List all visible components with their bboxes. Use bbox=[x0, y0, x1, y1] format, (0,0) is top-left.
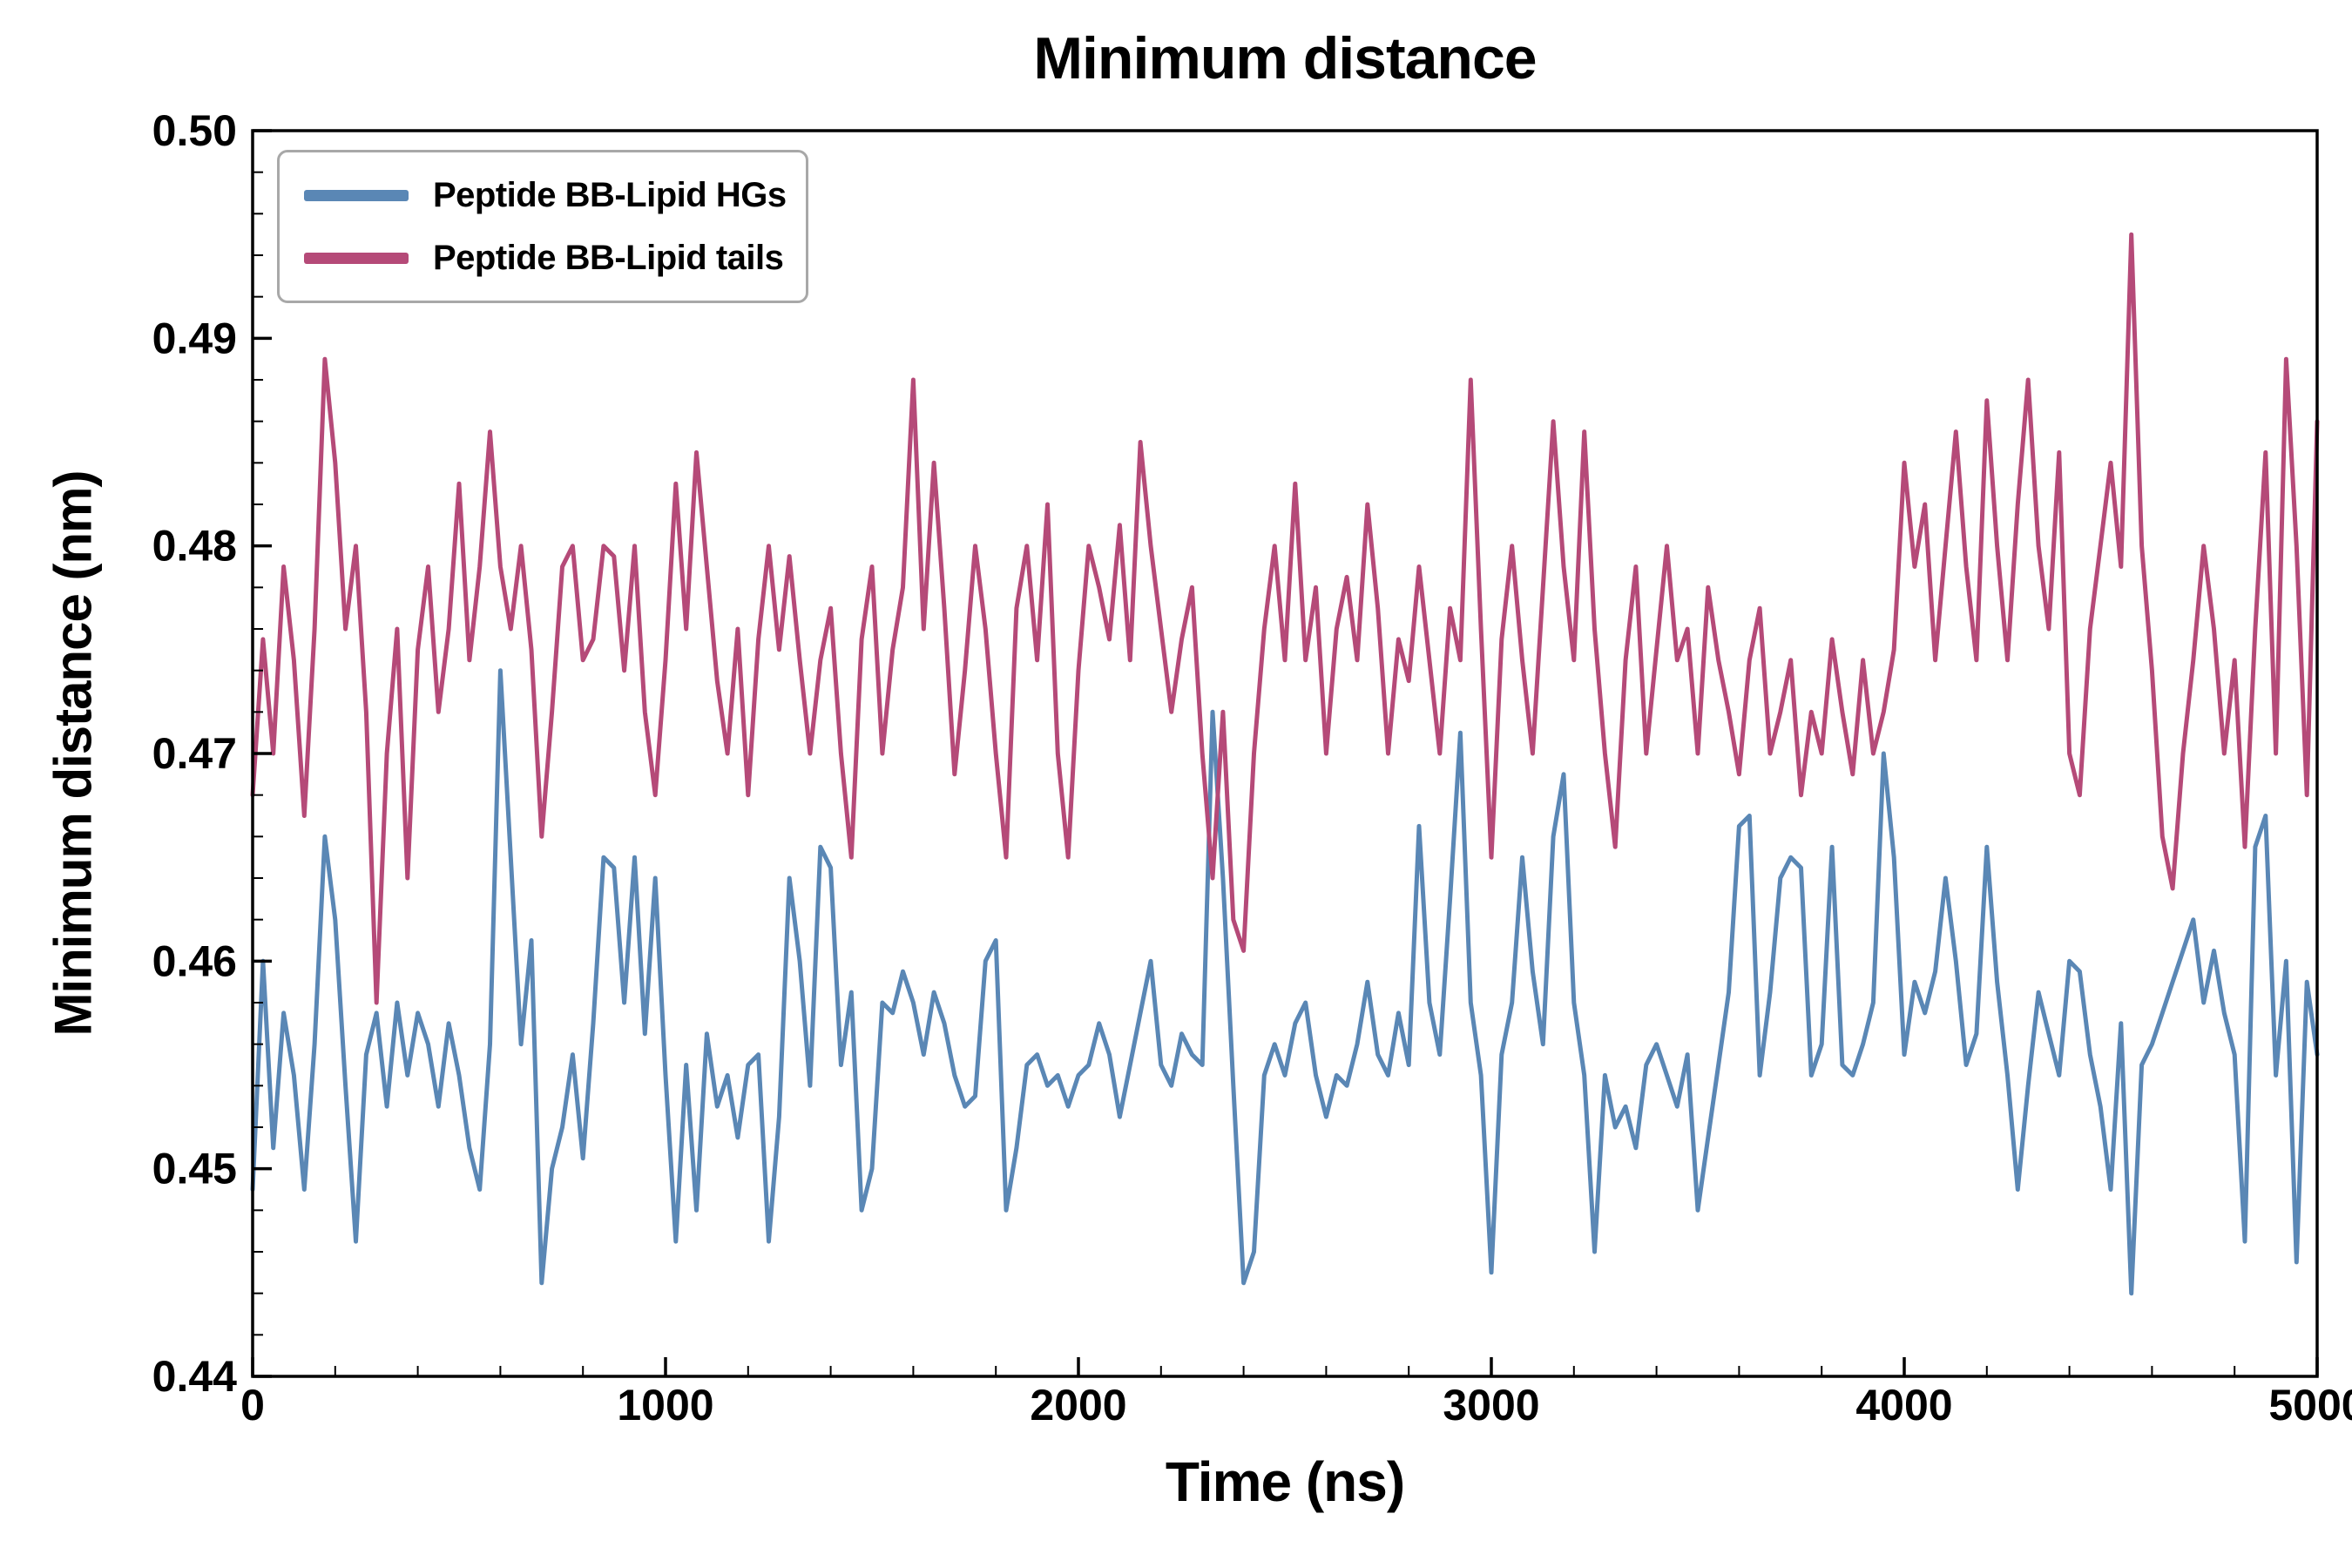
legend-label: Peptide BB-Lipid tails bbox=[433, 238, 784, 277]
svg-text:0.44: 0.44 bbox=[152, 1352, 238, 1401]
legend: Peptide BB-Lipid HGs Peptide BB-Lipid ta… bbox=[277, 150, 808, 303]
legend-line-swatch-blue bbox=[304, 189, 409, 201]
svg-text:3000: 3000 bbox=[1443, 1381, 1539, 1429]
svg-text:2000: 2000 bbox=[1030, 1381, 1126, 1429]
svg-text:5000: 5000 bbox=[2268, 1381, 2352, 1429]
svg-text:0.49: 0.49 bbox=[152, 314, 237, 362]
legend-label: Peptide BB-Lipid HGs bbox=[433, 175, 787, 214]
svg-text:4000: 4000 bbox=[1855, 1381, 1952, 1429]
x-axis-label: Time (ns) bbox=[1165, 1450, 1405, 1513]
svg-text:0.50: 0.50 bbox=[152, 106, 237, 155]
chart-title: Minimum distance bbox=[1033, 25, 1537, 91]
svg-text:1000: 1000 bbox=[617, 1381, 713, 1429]
legend-entry-tails: Peptide BB-Lipid tails bbox=[304, 233, 784, 283]
svg-text:0.48: 0.48 bbox=[152, 522, 237, 571]
legend-line-swatch-pink bbox=[304, 252, 409, 264]
svg-text:0.45: 0.45 bbox=[152, 1145, 237, 1193]
svg-text:0.47: 0.47 bbox=[152, 729, 237, 778]
y-axis-label: Minimum distance (nm) bbox=[44, 470, 103, 1037]
svg-text:0: 0 bbox=[240, 1381, 265, 1429]
legend-entry-hgs: Peptide BB-Lipid HGs bbox=[304, 170, 787, 220]
svg-text:0.46: 0.46 bbox=[152, 936, 237, 985]
